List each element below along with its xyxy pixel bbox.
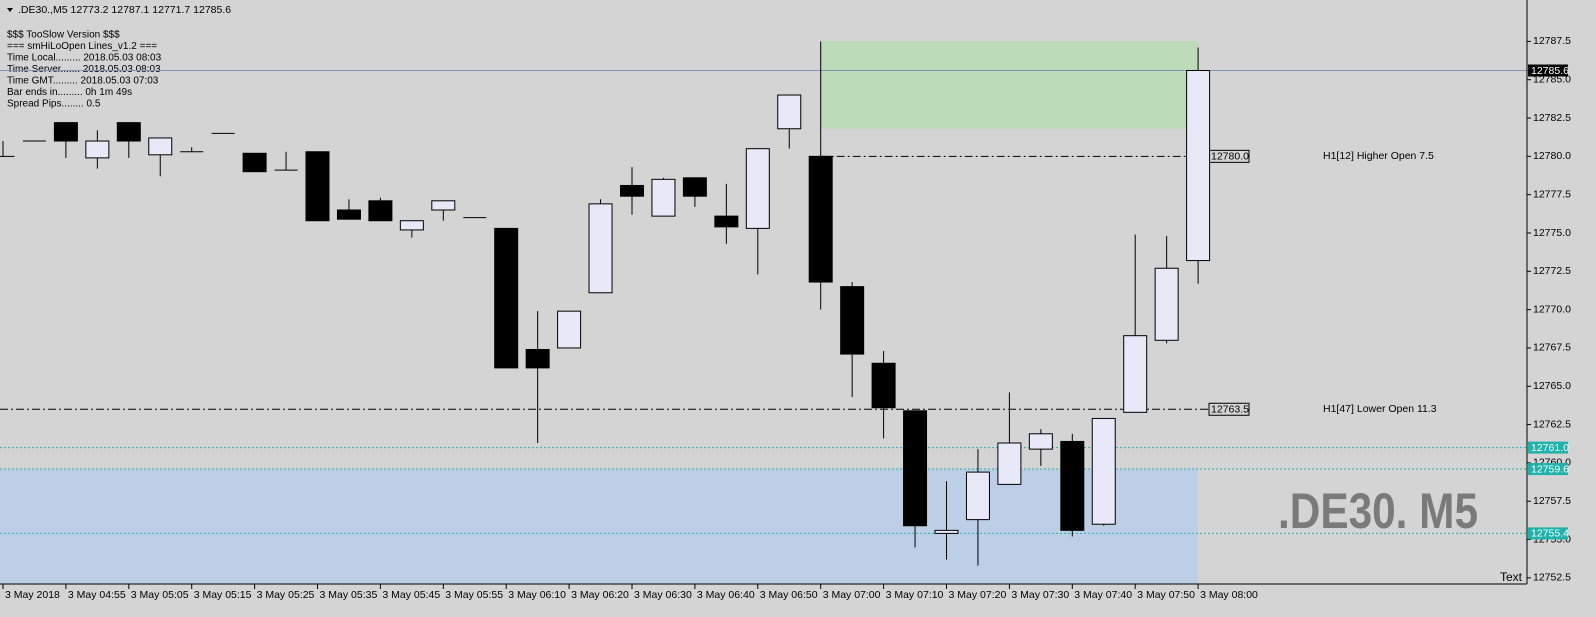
- x-tick-label: 3 May 06:20: [571, 589, 629, 601]
- candle-body: [808, 155, 833, 283]
- candle-body: [431, 200, 456, 211]
- price-label-box: [1528, 441, 1568, 454]
- y-tick-label: 12765.0: [1533, 380, 1571, 392]
- x-tick-label: 3 May 04:55: [68, 589, 126, 601]
- x-tick-label: 3 May 05:55: [445, 589, 503, 601]
- candle-body: [620, 184, 644, 197]
- y-tick-label: 12772.5: [1533, 265, 1571, 277]
- zone: [0, 469, 1199, 584]
- level-label: 12763.5: [1211, 404, 1249, 416]
- candle-body: [336, 209, 361, 220]
- x-tick-label: 3 May 2018: [5, 589, 60, 601]
- x-tick-label: 3 May 07:40: [1074, 589, 1132, 601]
- candle-body: [965, 471, 990, 521]
- x-tick-label: 3 May 05:25: [257, 589, 315, 601]
- price-label-box: [1528, 527, 1568, 540]
- candle-body: [368, 200, 393, 222]
- candle-body: [557, 310, 582, 349]
- candle-body: [242, 152, 267, 173]
- candle-body: [525, 348, 550, 369]
- candle-body: [1060, 440, 1085, 531]
- info-line: Bar ends in......... 0h 1m 49s: [7, 87, 132, 98]
- price-label-box: [1528, 64, 1568, 77]
- candle-body: [494, 227, 519, 369]
- zone: [820, 41, 1199, 129]
- candle-body: [399, 220, 424, 231]
- y-tick-label: 12762.5: [1533, 418, 1571, 430]
- y-tick-label: 12780.0: [1533, 150, 1571, 162]
- candle-body: [871, 362, 896, 409]
- candle-body: [1028, 433, 1053, 450]
- candle-body: [745, 148, 770, 229]
- candle-body: [148, 137, 173, 156]
- candle-body: [1091, 417, 1116, 525]
- x-tick-label: 3 May 05:05: [131, 589, 189, 601]
- level-label-box: [1208, 402, 1250, 416]
- menu-arrow[interactable]: [7, 8, 13, 12]
- y-tick-label: 12757.5: [1533, 495, 1571, 507]
- x-tick-label: 3 May 07:30: [1011, 589, 1069, 601]
- price-label: 12761.0: [1531, 442, 1569, 454]
- info-line: Time Server....... 2018.05.03 08:03: [7, 64, 161, 75]
- info-line: Spread Pips........ 0.5: [7, 99, 101, 110]
- candle-body: [651, 178, 676, 217]
- x-tick-label: 3 May 05:45: [382, 589, 440, 601]
- x-tick-label: 3 May 07:20: [949, 589, 1007, 601]
- y-tick-label: 12787.5: [1533, 35, 1571, 47]
- candle-body: [588, 203, 613, 294]
- price-label: 12755.4: [1531, 528, 1569, 540]
- y-tick-label: 12767.5: [1533, 342, 1571, 354]
- price-label: 12785.6: [1531, 65, 1569, 77]
- header: .DE30.,M5 12773.2 12787.1 12771.7 12785.…: [18, 4, 231, 16]
- x-tick-label: 3 May 06:30: [634, 589, 692, 601]
- info-line: === smHiLoOpen Lines_v1.2 ===: [7, 41, 157, 52]
- candle-body: [934, 529, 959, 534]
- watermark: .DE30. M5: [1278, 483, 1478, 539]
- candle-body: [682, 177, 707, 197]
- candle-body: [840, 286, 865, 355]
- candle-body: [53, 122, 78, 142]
- candle-body: [1154, 267, 1179, 341]
- x-tick-label: 3 May 06:10: [508, 589, 566, 601]
- x-tick-label: 3 May 07:50: [1137, 589, 1195, 601]
- candle-body: [903, 410, 928, 527]
- x-tick-label: 3 May 07:10: [886, 589, 944, 601]
- price-label: 12759.6: [1531, 463, 1569, 475]
- x-tick-label: 3 May 08:00: [1200, 589, 1258, 601]
- info-line: Time Local......... 2018.05.03 08:03: [7, 53, 162, 64]
- x-tick-label: 3 May 05:35: [320, 589, 378, 601]
- candle-body: [777, 94, 802, 130]
- level-text: H1[47] Lower Open 11.3: [1323, 403, 1437, 415]
- info-line: $$$ TooSlow Version $$$: [7, 30, 120, 41]
- x-tick-label: 3 May 06:40: [697, 589, 755, 601]
- candle-body: [997, 442, 1022, 485]
- y-tick-label: 12782.5: [1533, 112, 1571, 124]
- candle-body: [305, 151, 330, 222]
- x-tick-label: 3 May 05:15: [194, 589, 252, 601]
- candle-body: [1123, 335, 1148, 413]
- x-tick-label: 3 May 06:50: [760, 589, 818, 601]
- candle-body: [85, 140, 110, 159]
- x-tick-label: 3 May 07:00: [823, 589, 881, 601]
- y-tick-label: 12770.0: [1533, 303, 1571, 315]
- candle-body: [1186, 70, 1211, 262]
- candle-body: [714, 215, 739, 228]
- price-label-box: [1528, 463, 1568, 476]
- level-label: 12780.0: [1211, 151, 1249, 163]
- y-tick-label: 12777.5: [1533, 188, 1571, 200]
- corner-text: Text: [1500, 570, 1523, 584]
- y-tick-label: 12775.0: [1533, 227, 1571, 239]
- candle-body: [116, 122, 141, 142]
- y-tick-label: 12752.5: [1533, 572, 1571, 584]
- level-text: H1[12] Higher Open 7.5: [1323, 150, 1434, 162]
- info-line: Time GMT......... 2018.05.03 07:03: [7, 76, 159, 87]
